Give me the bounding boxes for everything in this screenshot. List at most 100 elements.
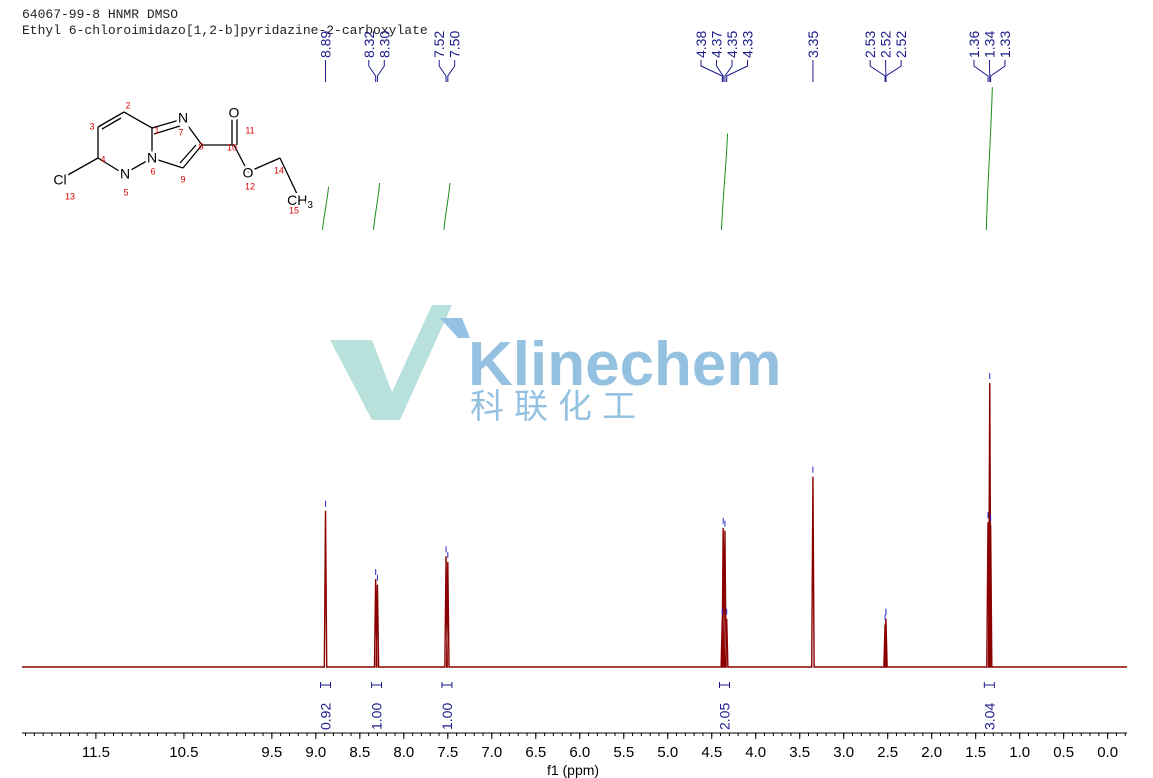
atom-number: 12 — [245, 181, 255, 191]
x-tick-label: 7.5 — [437, 744, 458, 761]
peak-label: 8.89 — [318, 31, 334, 58]
peak-label: 4.35 — [724, 31, 740, 58]
atom-number: 5 — [123, 187, 128, 197]
bond — [123, 157, 153, 175]
peak-leader — [447, 60, 456, 82]
bond — [247, 157, 281, 173]
x-tick-label: 1.0 — [1009, 744, 1030, 761]
peak-leader — [368, 60, 377, 82]
x-tick-label: 0.0 — [1097, 744, 1118, 761]
atom-symbol: N — [120, 166, 130, 182]
peak-leader — [376, 60, 385, 82]
atom-symbol: N — [178, 110, 188, 126]
integral-bracket — [371, 682, 383, 688]
peak-leader — [700, 60, 723, 82]
peak-leader — [438, 60, 447, 82]
peak-label: 4.33 — [740, 31, 756, 58]
atom-symbol: CH3 — [287, 192, 313, 211]
atom-number: 7 — [178, 127, 183, 137]
integral-label: 3.04 — [981, 703, 997, 730]
peak-leader — [990, 60, 1006, 82]
atom-number: 1 — [154, 125, 159, 135]
peak-label: 1.34 — [981, 31, 997, 58]
bond — [65, 157, 99, 177]
peak-leader — [726, 60, 749, 82]
integral-label: 2.05 — [717, 703, 733, 730]
atom-symbol: O — [229, 105, 240, 121]
watermark-logo — [330, 305, 452, 420]
title-line: Ethyl 6-chloroimidazo[1,2-b]pyridazine-2… — [22, 23, 428, 38]
peak-label: 4.38 — [693, 31, 709, 58]
atom-number: 10 — [227, 142, 237, 152]
integral-label: 0.92 — [318, 703, 334, 730]
peak-leader — [869, 60, 886, 82]
peak-label: 1.33 — [997, 31, 1013, 58]
bond — [101, 117, 122, 130]
atom-number: 11 — [245, 125, 254, 135]
x-tick-label: 2.0 — [921, 744, 942, 761]
peak-leader — [716, 60, 724, 82]
x-tick-label: 4.5 — [701, 744, 722, 761]
peak-label: 2.52 — [893, 31, 909, 58]
peak-label: 1.36 — [966, 31, 982, 58]
integral-bracket — [320, 682, 332, 688]
x-tick-label: 4.0 — [745, 744, 766, 761]
x-tick-label: 9.5 — [261, 744, 282, 761]
bond — [153, 125, 181, 135]
integral-label: 1.00 — [369, 703, 385, 730]
integral-bracket — [719, 682, 731, 688]
watermark-brand: Klinechem — [468, 330, 782, 399]
peak-label: 3.35 — [805, 31, 821, 58]
integral-bracket — [441, 682, 453, 688]
x-tick-label: 6.0 — [569, 744, 590, 761]
spectrum-trace — [22, 382, 1127, 668]
atom-symbol: Cl — [53, 172, 66, 188]
x-tick-label: 8.5 — [349, 744, 370, 761]
x-tick-label: 5.0 — [657, 744, 678, 761]
atom-number: 6 — [150, 166, 155, 176]
watermark-chinese: 科联化工 — [470, 388, 646, 426]
integral-label: 1.00 — [439, 703, 455, 730]
bond — [123, 111, 153, 129]
atom-number: 8 — [198, 141, 203, 151]
peak-label: 7.50 — [447, 31, 463, 58]
x-tick-label: 3.5 — [789, 744, 810, 761]
watermark: Klinechem 科联化工 — [330, 305, 782, 426]
x-tick-label: 5.5 — [613, 744, 634, 761]
atom-number: 13 — [65, 191, 75, 201]
atom-symbol: O — [243, 165, 254, 181]
x-tick-label: 8.0 — [393, 744, 414, 761]
peak-leader — [973, 60, 989, 82]
peak-label: 4.37 — [709, 31, 725, 58]
atom-number: 9 — [180, 174, 185, 184]
atom-number: 2 — [125, 100, 130, 110]
bond — [233, 144, 249, 173]
x-axis-label: f1 (ppm) — [547, 762, 599, 778]
peak-label: 2.53 — [862, 31, 878, 58]
x-tick-label: 1.5 — [965, 744, 986, 761]
x-tick-label: 7.0 — [481, 744, 502, 761]
bond — [279, 157, 299, 197]
integral-curve — [443, 182, 451, 231]
bond — [151, 157, 184, 169]
integral-bracket — [983, 682, 995, 688]
bond — [182, 144, 203, 169]
x-tick-label: 10.5 — [169, 744, 198, 761]
title-line: 64067-99-8 HNMR DMSO — [22, 7, 178, 22]
x-tick-label: 2.5 — [877, 744, 898, 761]
bond — [179, 144, 197, 164]
bond — [182, 118, 203, 146]
bond — [97, 157, 125, 175]
integral-curve — [721, 133, 729, 231]
atom-number: 14 — [274, 165, 284, 175]
atom-number: 15 — [289, 205, 299, 215]
bond — [151, 118, 184, 129]
watermark-logo — [440, 318, 470, 338]
atom-symbol: N — [147, 150, 157, 166]
peak-label: 7.52 — [431, 31, 447, 58]
x-tick-label: 6.5 — [525, 744, 546, 761]
integral-curve — [322, 186, 330, 231]
integral-curve — [985, 87, 993, 231]
